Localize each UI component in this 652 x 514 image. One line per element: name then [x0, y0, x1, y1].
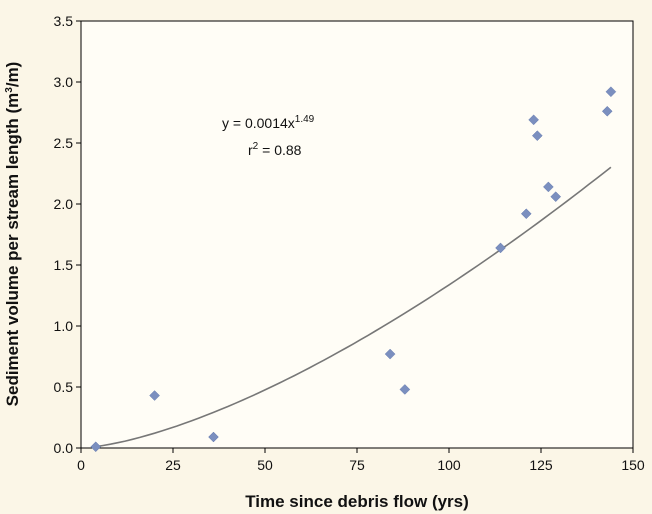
- x-axis-title: Time since debris flow (yrs): [245, 492, 469, 511]
- data-point: [208, 431, 219, 443]
- power-trendline: [95, 166, 612, 448]
- x-tick-label: 50: [257, 457, 273, 473]
- r2-prefix: r: [248, 142, 253, 158]
- data-point: [495, 242, 506, 254]
- data-point: [550, 191, 562, 203]
- data-points: [90, 86, 617, 453]
- y-axis-ticks: 0.0 0.5 1.0 1.5 2.0 2.5 3.0 3.5: [54, 13, 81, 456]
- y-axis-title-main: Sediment volume per stream length (m: [3, 93, 22, 407]
- data-point: [90, 441, 102, 453]
- data-point: [605, 86, 617, 98]
- plot-area: [80, 20, 634, 449]
- y-axis-title-superscript: 3: [4, 87, 15, 93]
- y-axis-title: Sediment volume per stream length (m3/m): [3, 62, 22, 407]
- data-point: [520, 208, 532, 220]
- r2-superscript: 2: [253, 141, 259, 152]
- y-tick-label: 0.0: [54, 440, 74, 456]
- x-tick-label: 75: [349, 457, 365, 473]
- data-point: [601, 105, 613, 117]
- y-tick-label: 0.5: [54, 379, 74, 395]
- r-squared-label: r2 = 0.88: [248, 141, 302, 158]
- r2-value: = 0.88: [258, 142, 301, 158]
- trendline-equation: y = 0.0014x1.49: [222, 114, 315, 131]
- y-tick-label: 3.0: [54, 74, 74, 90]
- x-tick-label: 100: [437, 457, 461, 473]
- x-tick-label: 0: [77, 457, 85, 473]
- equation-base: y = 0.0014x: [222, 115, 295, 131]
- data-point: [399, 384, 411, 395]
- y-tick-label: 2.5: [54, 135, 74, 151]
- data-point: [531, 130, 543, 142]
- y-axis-title-end: /m): [3, 62, 22, 88]
- x-tick-label: 150: [621, 457, 645, 473]
- y-tick-label: 1.0: [54, 318, 74, 334]
- y-tick-label: 3.5: [54, 13, 74, 29]
- x-tick-label: 25: [165, 457, 181, 473]
- data-point: [384, 348, 396, 360]
- x-tick-label: 125: [529, 457, 553, 473]
- data-point: [149, 390, 160, 401]
- data-point: [543, 181, 554, 193]
- data-point: [528, 114, 539, 126]
- x-axis-ticks: 0 25 50 75 100 125 150: [77, 448, 645, 473]
- equation-exponent: 1.49: [295, 114, 315, 125]
- y-tick-label: 2.0: [54, 196, 74, 212]
- y-tick-label: 1.5: [54, 257, 74, 273]
